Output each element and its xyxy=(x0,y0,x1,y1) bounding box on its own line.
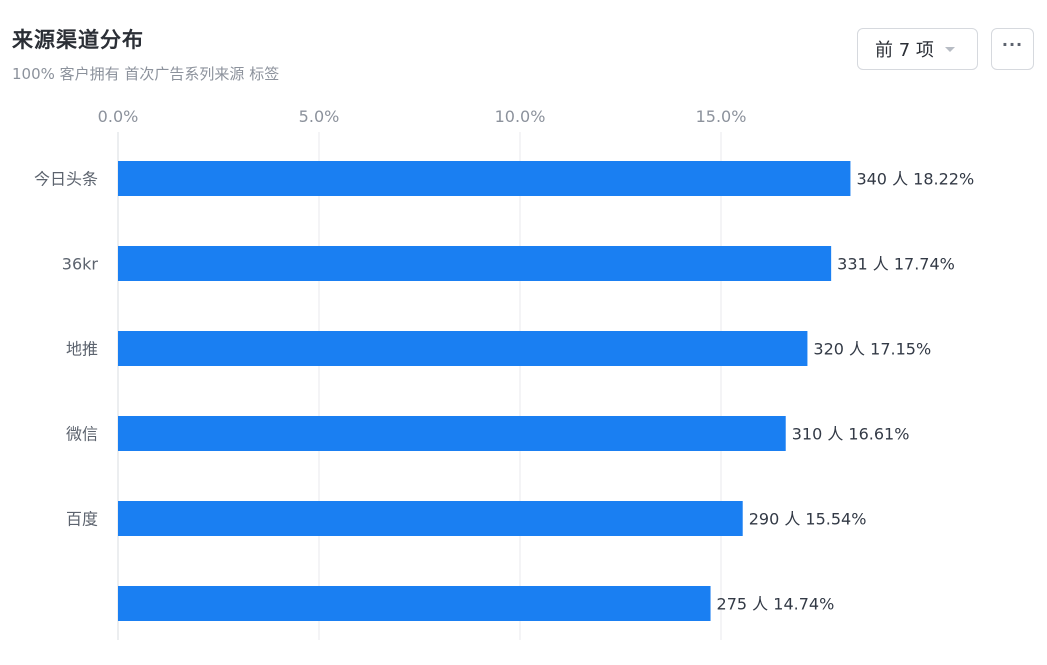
data-label-3: 310 人 16.61% xyxy=(792,425,910,444)
data-label-0: 340 人 18.22% xyxy=(856,170,974,189)
data-label-1: 331 人 17.74% xyxy=(837,255,955,274)
bar-1 xyxy=(118,246,832,281)
category-label-4: 百度 xyxy=(66,510,98,529)
top-n-label: 前 7 项 xyxy=(875,40,934,61)
bar-5 xyxy=(118,586,711,621)
x-tick-label-1: 5.0% xyxy=(299,107,340,126)
category-label-1: 36kr xyxy=(62,255,99,274)
more-button[interactable]: ··· xyxy=(991,28,1034,70)
more-dots-icon: ··· xyxy=(1001,35,1024,54)
bar-0 xyxy=(118,161,851,196)
bar-2 xyxy=(118,331,808,366)
data-label-5: 275 人 14.74% xyxy=(717,595,835,614)
category-label-3: 微信 xyxy=(66,425,98,444)
x-tick-label-3: 15.0% xyxy=(696,107,747,126)
category-label-2: 地推 xyxy=(66,340,98,359)
top-n-select[interactable]: 前 7 项 xyxy=(857,28,978,70)
category-label-0: 今日头条 xyxy=(34,170,98,189)
chart-subtitle: 100% 客户拥有 首次广告系列来源 标签 xyxy=(12,65,280,83)
data-label-2: 320 人 17.15% xyxy=(813,340,931,359)
x-tick-label-2: 10.0% xyxy=(495,107,546,126)
bar-4 xyxy=(118,501,743,536)
chart-title: 来源渠道分布 xyxy=(12,28,144,52)
data-label-4: 290 人 15.54% xyxy=(749,510,867,529)
chevron-down-icon xyxy=(945,47,955,52)
x-tick-label-0: 0.0% xyxy=(98,107,139,126)
bar-3 xyxy=(118,416,786,451)
